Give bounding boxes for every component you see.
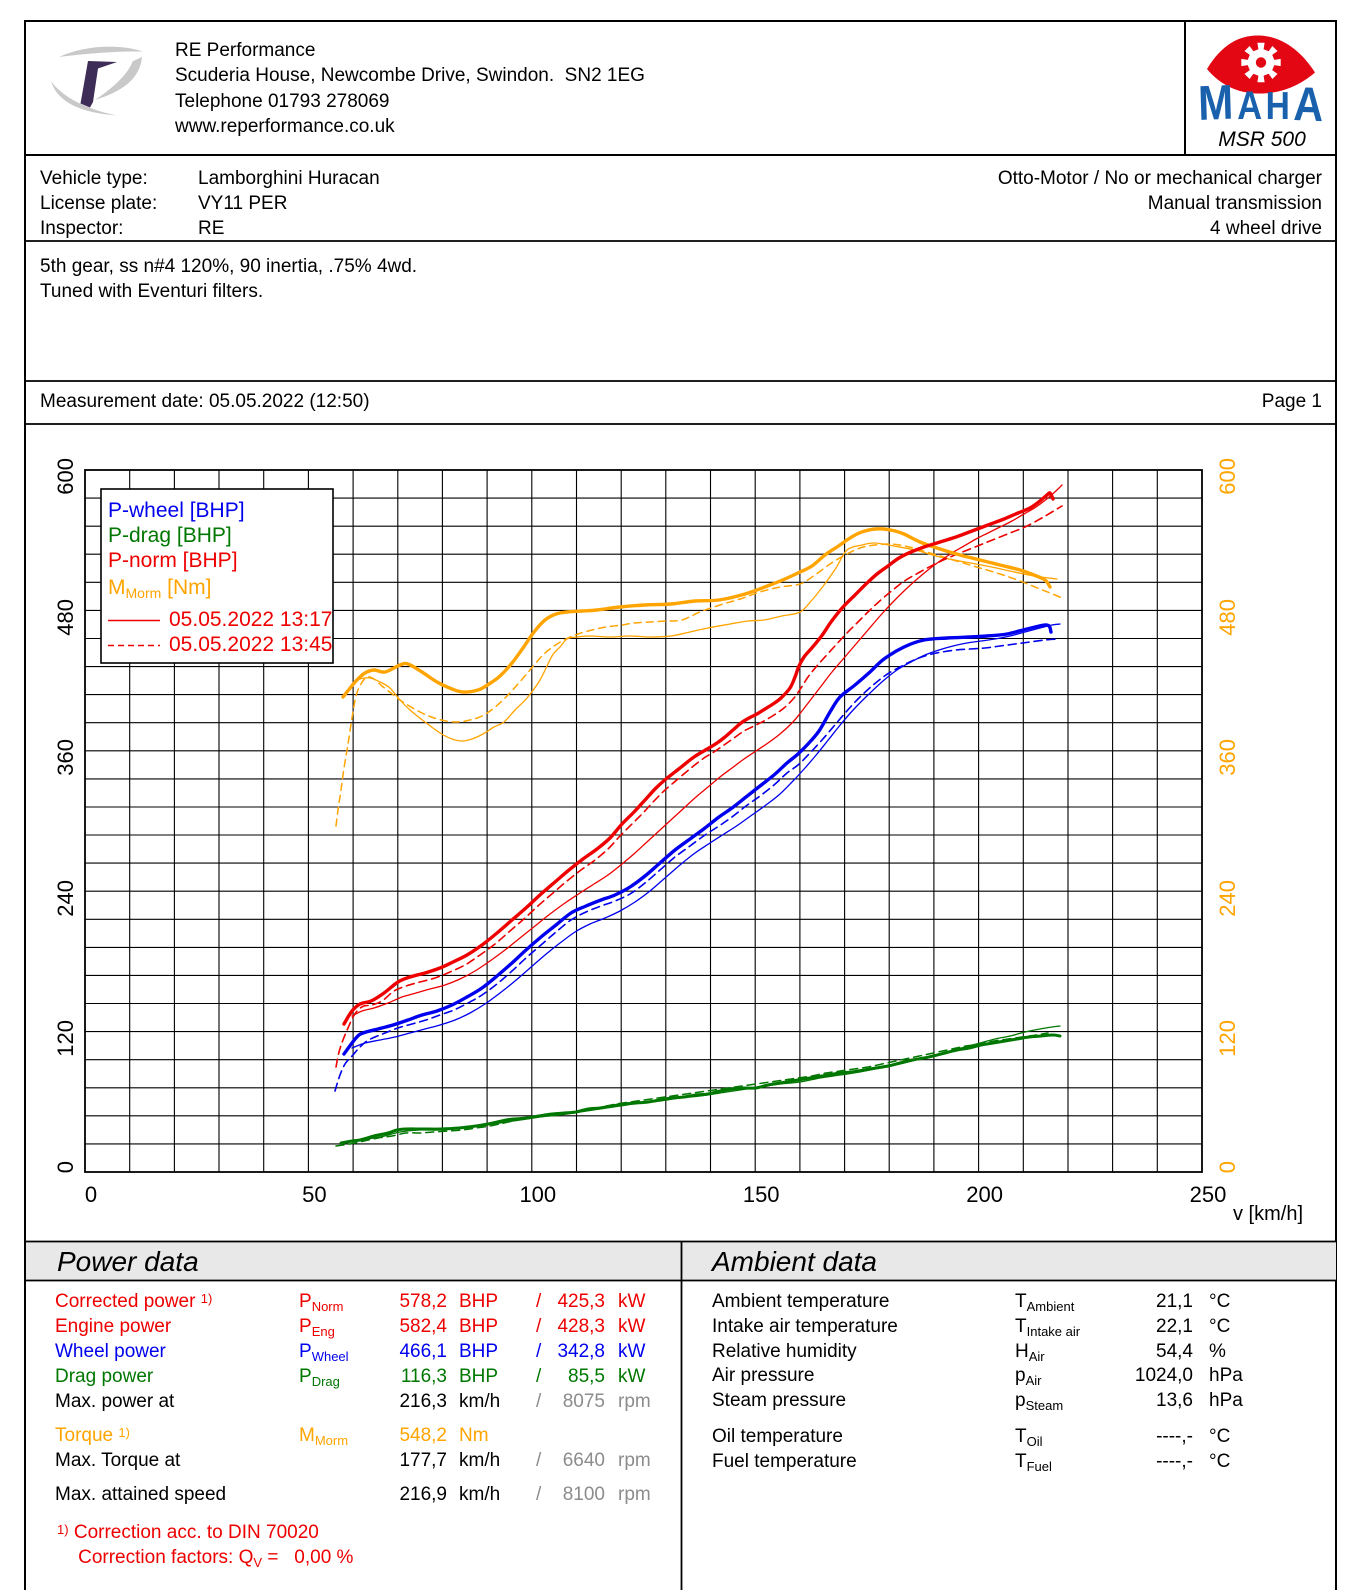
svg-text:H: H (1266, 84, 1290, 124)
svg-text:A: A (1237, 83, 1262, 124)
svg-text:M: M (1197, 75, 1234, 124)
svg-text:A: A (1293, 77, 1324, 124)
